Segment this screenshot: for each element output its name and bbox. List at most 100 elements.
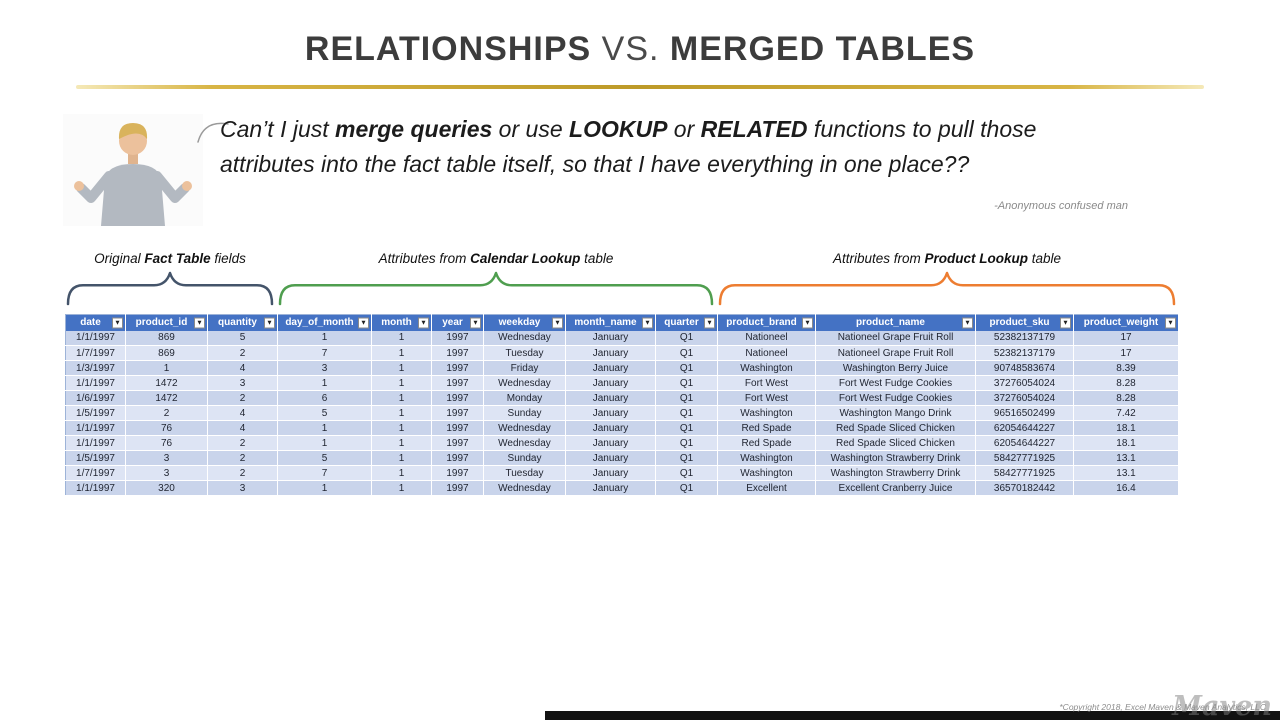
confused-man-photo — [63, 114, 203, 226]
table-cell: 1997 — [431, 435, 484, 451]
column-label: product_sku — [989, 317, 1050, 329]
filter-dropdown-icon[interactable]: ▾ — [552, 317, 563, 329]
table-cell: Nationeel Grape Fruit Roll — [815, 330, 976, 346]
table-cell: Wednesday — [483, 375, 566, 391]
column-header-day_of_month: day_of_month ▾ — [277, 314, 372, 331]
table-row: 1/6/1997 1472 2 6 1 1997 Monday January Q1 Fort W… — [65, 390, 1179, 406]
column-header-month: month ▾ — [371, 314, 432, 331]
table-cell: 5 — [277, 450, 372, 466]
group-label-product-lookup: Attributes from Product Lookup table — [719, 251, 1175, 266]
callout-line — [197, 122, 229, 143]
table-cell: 1 — [125, 360, 208, 376]
table-cell: Washington — [717, 450, 816, 466]
table-cell: 1997 — [431, 450, 484, 466]
table-cell: 3 — [207, 375, 278, 391]
column-header-date: date ▾ — [65, 314, 126, 331]
table-cell: Tuesday — [483, 465, 566, 481]
table-cell: 1997 — [431, 330, 484, 346]
quote-attribution: -Anonymous confused man — [994, 200, 1128, 212]
title-part-3: MERGED TABLES — [669, 30, 976, 68]
table-cell: Fort West — [717, 390, 816, 406]
table-cell: January — [565, 345, 656, 361]
group-label-bold: Product Lookup — [924, 251, 1029, 266]
table-cell: 1997 — [431, 420, 484, 436]
table-cell: Q1 — [655, 435, 718, 451]
table-cell: 13.1 — [1073, 465, 1179, 481]
video-progress-bar[interactable] — [545, 711, 1280, 720]
table-cell: 7.42 — [1073, 405, 1179, 421]
filter-dropdown-icon[interactable]: ▾ — [264, 317, 275, 329]
column-label: product_weight — [1083, 317, 1159, 329]
table-cell: 1/1/1997 — [65, 435, 126, 451]
quote-segment: merge queries — [335, 116, 493, 142]
table-cell: 5 — [207, 330, 278, 346]
table-cell: 1 — [371, 405, 432, 421]
filter-dropdown-icon[interactable]: ▾ — [1060, 317, 1071, 329]
table-cell: 37276054024 — [975, 390, 1074, 406]
column-header-product_name: product_name ▾ — [815, 314, 976, 331]
table-row: 1/1/1997 1472 3 1 1 1997 Wednesday January Q1 For… — [65, 375, 1179, 391]
table-cell: January — [565, 435, 656, 451]
group-label-pre: Attributes from — [832, 251, 925, 266]
filter-dropdown-icon[interactable]: ▾ — [642, 317, 653, 329]
table-cell: 3 — [125, 465, 208, 481]
column-header-product_sku: product_sku ▾ — [975, 314, 1074, 331]
table-cell: 1 — [277, 330, 372, 346]
table-cell: Nationeel Grape Fruit Roll — [815, 345, 976, 361]
title-divider — [76, 85, 1204, 89]
table-cell: 18.1 — [1073, 420, 1179, 436]
table-cell: 1997 — [431, 390, 484, 406]
table-cell: Fort West Fudge Cookies — [815, 390, 976, 406]
table-cell: Wednesday — [483, 420, 566, 436]
fact-table: date ▾ product_id ▾ quantity ▾ day_of_month ▾ mo… — [65, 314, 1179, 496]
filter-dropdown-icon[interactable]: ▾ — [358, 317, 369, 329]
filter-dropdown-icon[interactable]: ▾ — [802, 317, 813, 329]
group-label-pre: Attributes from — [378, 251, 471, 266]
column-label: product_name — [856, 317, 925, 329]
table-cell: 17 — [1073, 330, 1179, 346]
table-cell: 1 — [371, 480, 432, 496]
table-cell: 1/1/1997 — [65, 420, 126, 436]
table-cell: January — [565, 450, 656, 466]
table-cell: Washington Mango Drink — [815, 405, 976, 421]
brace-calendar-lookup — [278, 271, 714, 306]
column-header-weekday: weekday ▾ — [483, 314, 566, 331]
table-cell: January — [565, 360, 656, 376]
table-cell: 1/5/1997 — [65, 405, 126, 421]
filter-dropdown-icon[interactable]: ▾ — [112, 317, 123, 329]
title-part-2: VS. — [601, 30, 670, 68]
column-label: month — [381, 317, 412, 329]
table-cell: Q1 — [655, 405, 718, 421]
table-cell: 76 — [125, 435, 208, 451]
filter-dropdown-icon[interactable]: ▾ — [704, 317, 715, 329]
filter-dropdown-icon[interactable]: ▾ — [470, 317, 481, 329]
filter-dropdown-icon[interactable]: ▾ — [962, 317, 973, 329]
table-cell: 37276054024 — [975, 375, 1074, 391]
table-row: 1/7/1997 869 2 7 1 1997 Tuesday January Q1 Nation… — [65, 345, 1179, 361]
column-label: weekday — [498, 317, 541, 329]
table-cell: 4 — [207, 360, 278, 376]
table-cell: 1/7/1997 — [65, 345, 126, 361]
quote-segment: or use — [492, 116, 570, 142]
table-row: 1/7/1997 3 2 7 1 1997 Tuesday January Q1 Washingt… — [65, 465, 1179, 481]
column-label: product_id — [135, 317, 188, 329]
table-row: 1/1/1997 76 4 1 1 1997 Wednesday January Q1 Red S… — [65, 420, 1179, 436]
table-cell: Washington Strawberry Drink — [815, 465, 976, 481]
filter-dropdown-icon[interactable]: ▾ — [418, 317, 429, 329]
table-cell: 1/6/1997 — [65, 390, 126, 406]
filter-dropdown-icon[interactable]: ▾ — [194, 317, 205, 329]
table-cell: 4 — [207, 405, 278, 421]
table-cell: Q1 — [655, 360, 718, 376]
filter-dropdown-icon[interactable]: ▾ — [1165, 317, 1176, 329]
table-cell: 96516502499 — [975, 405, 1074, 421]
table-cell: Q1 — [655, 330, 718, 346]
quote-segment: LOOKUP — [569, 116, 668, 142]
table-cell: Washington — [717, 405, 816, 421]
table-cell: 1/5/1997 — [65, 450, 126, 466]
table-cell: Q1 — [655, 465, 718, 481]
title-part-1: RELATIONSHIPS — [304, 30, 602, 68]
table-row: 1/5/1997 2 4 5 1 1997 Sunday January Q1 Washingto… — [65, 405, 1179, 421]
table-cell: January — [565, 480, 656, 496]
table-cell: January — [565, 405, 656, 421]
